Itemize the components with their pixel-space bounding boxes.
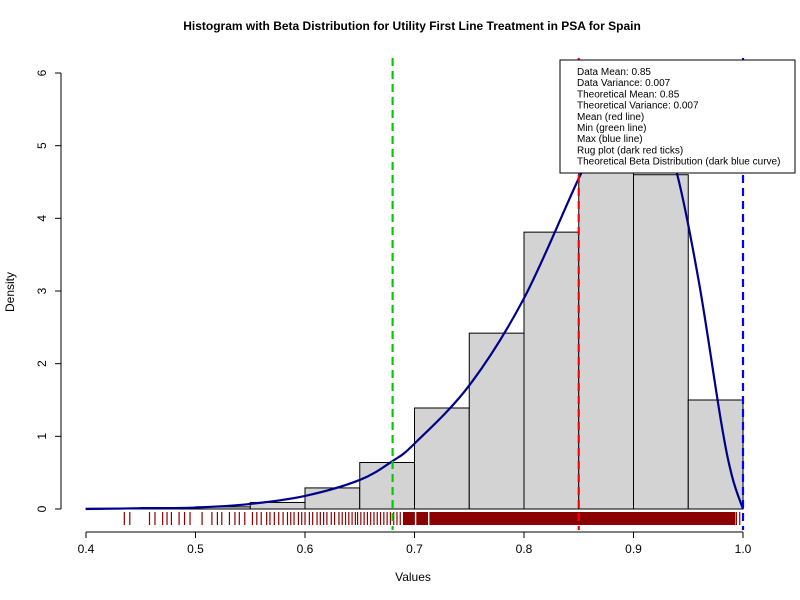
legend-entry: Theoretical Variance: 0.007	[577, 101, 699, 112]
histogram-bar-6	[414, 407, 470, 510]
histogram-bar-4	[304, 487, 361, 510]
legend-entry: Max (blue line)	[577, 134, 643, 145]
y-tick-label: 0	[35, 505, 49, 512]
histogram-bar-7	[468, 332, 525, 510]
legend-entry: Theoretical Beta Distribution (dark blue…	[577, 157, 780, 168]
y-axis-label: Density	[3, 272, 17, 312]
x-tick-label: 0.5	[187, 542, 204, 556]
histogram-bar-10	[633, 174, 689, 510]
x-axis-label: Values	[395, 570, 431, 584]
y-axis: 0 1 2 3 4 5 6	[35, 69, 62, 512]
chart-title: Histogram with Beta Distribution for Uti…	[183, 19, 641, 33]
x-tick-label: 0.9	[625, 542, 642, 556]
histogram-bars	[85, 130, 744, 510]
y-tick-label: 5	[35, 142, 49, 149]
y-tick-label: 6	[35, 69, 49, 76]
x-tick-label: 0.8	[516, 542, 533, 556]
legend-entry: Data Mean: 0.85	[577, 67, 651, 78]
y-tick-label: 4	[35, 215, 49, 222]
x-tick-label: 0.7	[406, 542, 423, 556]
histogram-bar-5	[359, 461, 415, 510]
histogram-bar-8	[523, 231, 580, 510]
legend-entry: Rug plot (dark red ticks)	[577, 145, 683, 156]
legend-entry: Mean (red line)	[577, 112, 644, 123]
x-tick-label: 0.4	[78, 542, 95, 556]
histogram-bar-9	[578, 130, 634, 510]
legend-entry: Data Variance: 0.007	[577, 78, 671, 89]
legend-entry: Theoretical Mean: 0.85	[577, 89, 680, 100]
x-axis: 0.4 0.5 0.6 0.7 0.8 0.9 1.0	[78, 531, 752, 556]
y-tick-label: 2	[35, 360, 49, 367]
legend-entry: Min (green line)	[577, 123, 646, 134]
rug-dense-band	[403, 512, 736, 525]
y-tick-label: 3	[35, 287, 49, 294]
x-tick-label: 0.6	[297, 542, 314, 556]
histogram-bar-11	[687, 399, 744, 510]
legend-box	[559, 59, 796, 174]
beta-curve	[85, 86, 745, 511]
x-tick-label: 1.0	[735, 542, 752, 556]
rug-plot	[123, 512, 741, 525]
y-tick-label: 1	[35, 433, 49, 440]
